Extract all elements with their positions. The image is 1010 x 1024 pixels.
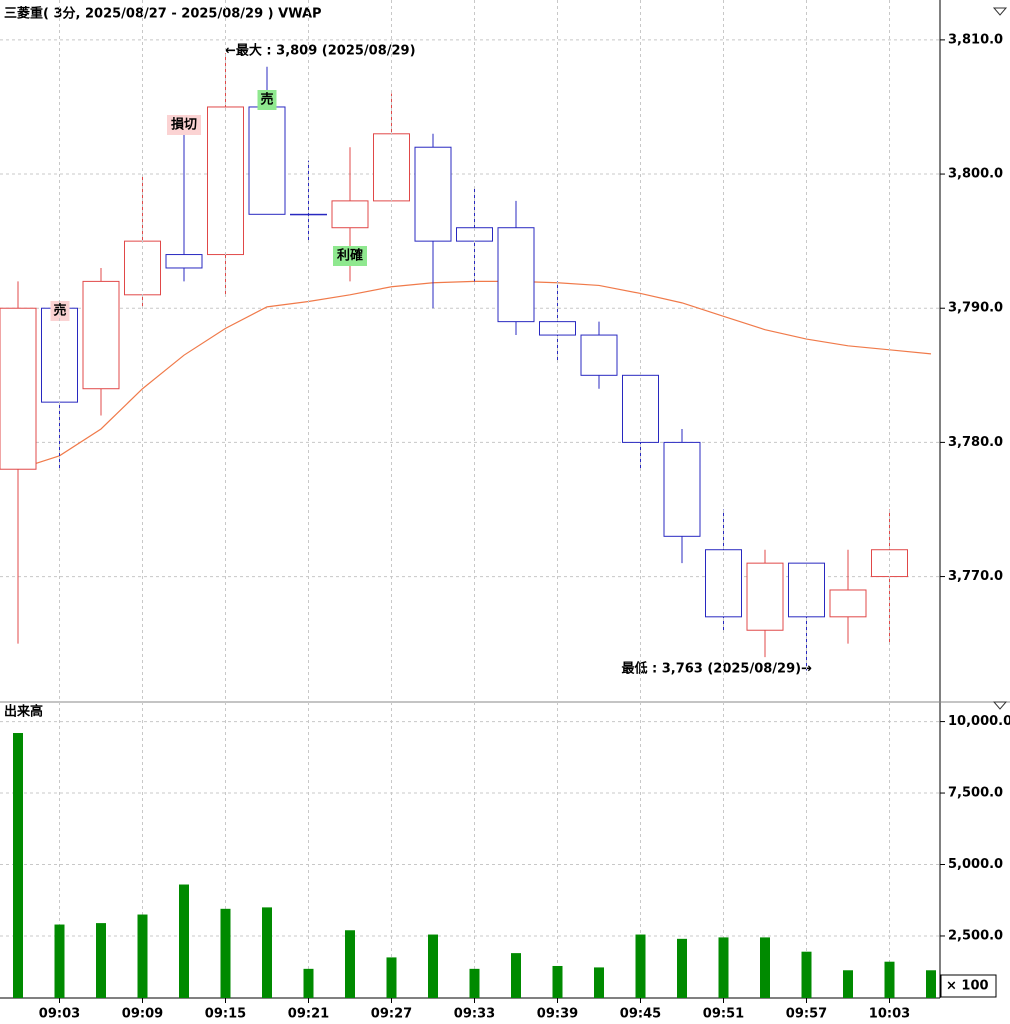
x-tick-label: 09:33	[454, 1007, 495, 1022]
y-tick-label: 7,500.0	[948, 786, 1003, 801]
candle-body	[165, 254, 203, 269]
x-tick-label: 09:51	[703, 1007, 744, 1022]
menu-icon[interactable]	[992, 701, 1008, 710]
candle-body	[414, 146, 452, 242]
x-tick-label: 09:15	[205, 1007, 246, 1022]
candle-body	[331, 200, 369, 229]
y-tick-label: 2,500.0	[948, 928, 1003, 943]
volume-bar	[303, 968, 314, 998]
volume-bar	[386, 957, 397, 998]
volume-bar	[594, 967, 604, 998]
x-tick-label: 09:03	[39, 1007, 80, 1022]
candle-body	[124, 240, 161, 296]
x-tick-label: 09:39	[537, 1007, 578, 1022]
candle-body	[290, 213, 327, 216]
volume-bar	[13, 733, 23, 998]
volume-bar	[926, 970, 936, 998]
y-tick-label: 3,790.0	[948, 301, 1003, 316]
signal-label: 利確	[337, 248, 363, 264]
volume-bar	[843, 970, 853, 998]
signal-badge	[333, 246, 367, 266]
volume-bar	[511, 953, 521, 998]
volume-bar	[220, 908, 231, 998]
volume-bar	[718, 937, 729, 998]
volume-bar	[96, 923, 106, 998]
candle-body	[663, 441, 701, 537]
signal-label: 損切	[171, 117, 197, 133]
y-tick-label: 3,770.0	[948, 569, 1003, 584]
volume-bar	[179, 884, 189, 998]
menu-icon[interactable]	[992, 7, 1008, 16]
volume-bar	[884, 961, 895, 998]
volume-bar	[54, 924, 65, 998]
signal-label: 売	[260, 92, 273, 108]
candle-body	[580, 334, 618, 376]
x-tick-label: 10:03	[869, 1007, 910, 1022]
volume-bar	[262, 907, 272, 998]
candle-body	[746, 562, 784, 631]
volume-bar	[552, 965, 563, 998]
annotation: 最低 : 3,763 (2025/08/29)→	[621, 661, 812, 677]
vwap-line	[17, 280, 932, 470]
x-tick-label: 09:09	[122, 1007, 163, 1022]
candle-body	[0, 307, 37, 470]
annotation: ←最大 : 3,809 (2025/08/29)	[225, 43, 416, 59]
x-tick-label: 09:27	[371, 1007, 412, 1022]
x-tick-label: 09:45	[620, 1007, 661, 1022]
candle-body	[829, 589, 867, 618]
volume-bar	[635, 934, 646, 998]
candle-body	[373, 133, 410, 202]
volume-bar	[801, 951, 812, 998]
unit-box	[940, 974, 997, 998]
y-tick-label: 3,780.0	[948, 435, 1003, 450]
candle-body	[248, 106, 286, 215]
candle-body	[82, 280, 120, 390]
chart-title: 三菱重( 3分, 2025/08/27 - 2025/08/29 ) VWAP	[4, 6, 322, 22]
y-tick-label: 3,810.0	[948, 32, 1003, 47]
x-tick-label: 09:21	[288, 1007, 329, 1022]
volume-bar	[345, 930, 355, 998]
volume-bar	[469, 968, 480, 998]
signal-badge	[167, 115, 201, 135]
volume-bar	[137, 914, 148, 998]
volume-bar	[677, 938, 687, 998]
volume-bar	[428, 934, 438, 998]
y-tick-label: 10,000.0	[948, 714, 1010, 729]
y-tick-label: 5,000.0	[948, 857, 1003, 872]
signal-badge	[257, 90, 277, 110]
x-tick-label: 09:57	[786, 1007, 827, 1022]
candle-body	[539, 321, 576, 336]
volume-bar	[760, 937, 770, 998]
signal-label: 売	[53, 303, 66, 319]
volume-title: 出来高	[4, 704, 43, 720]
unit-label: × 100	[946, 979, 989, 994]
signal-badge	[50, 301, 70, 321]
candle-body	[497, 227, 535, 323]
y-tick-label: 3,800.0	[948, 167, 1003, 182]
